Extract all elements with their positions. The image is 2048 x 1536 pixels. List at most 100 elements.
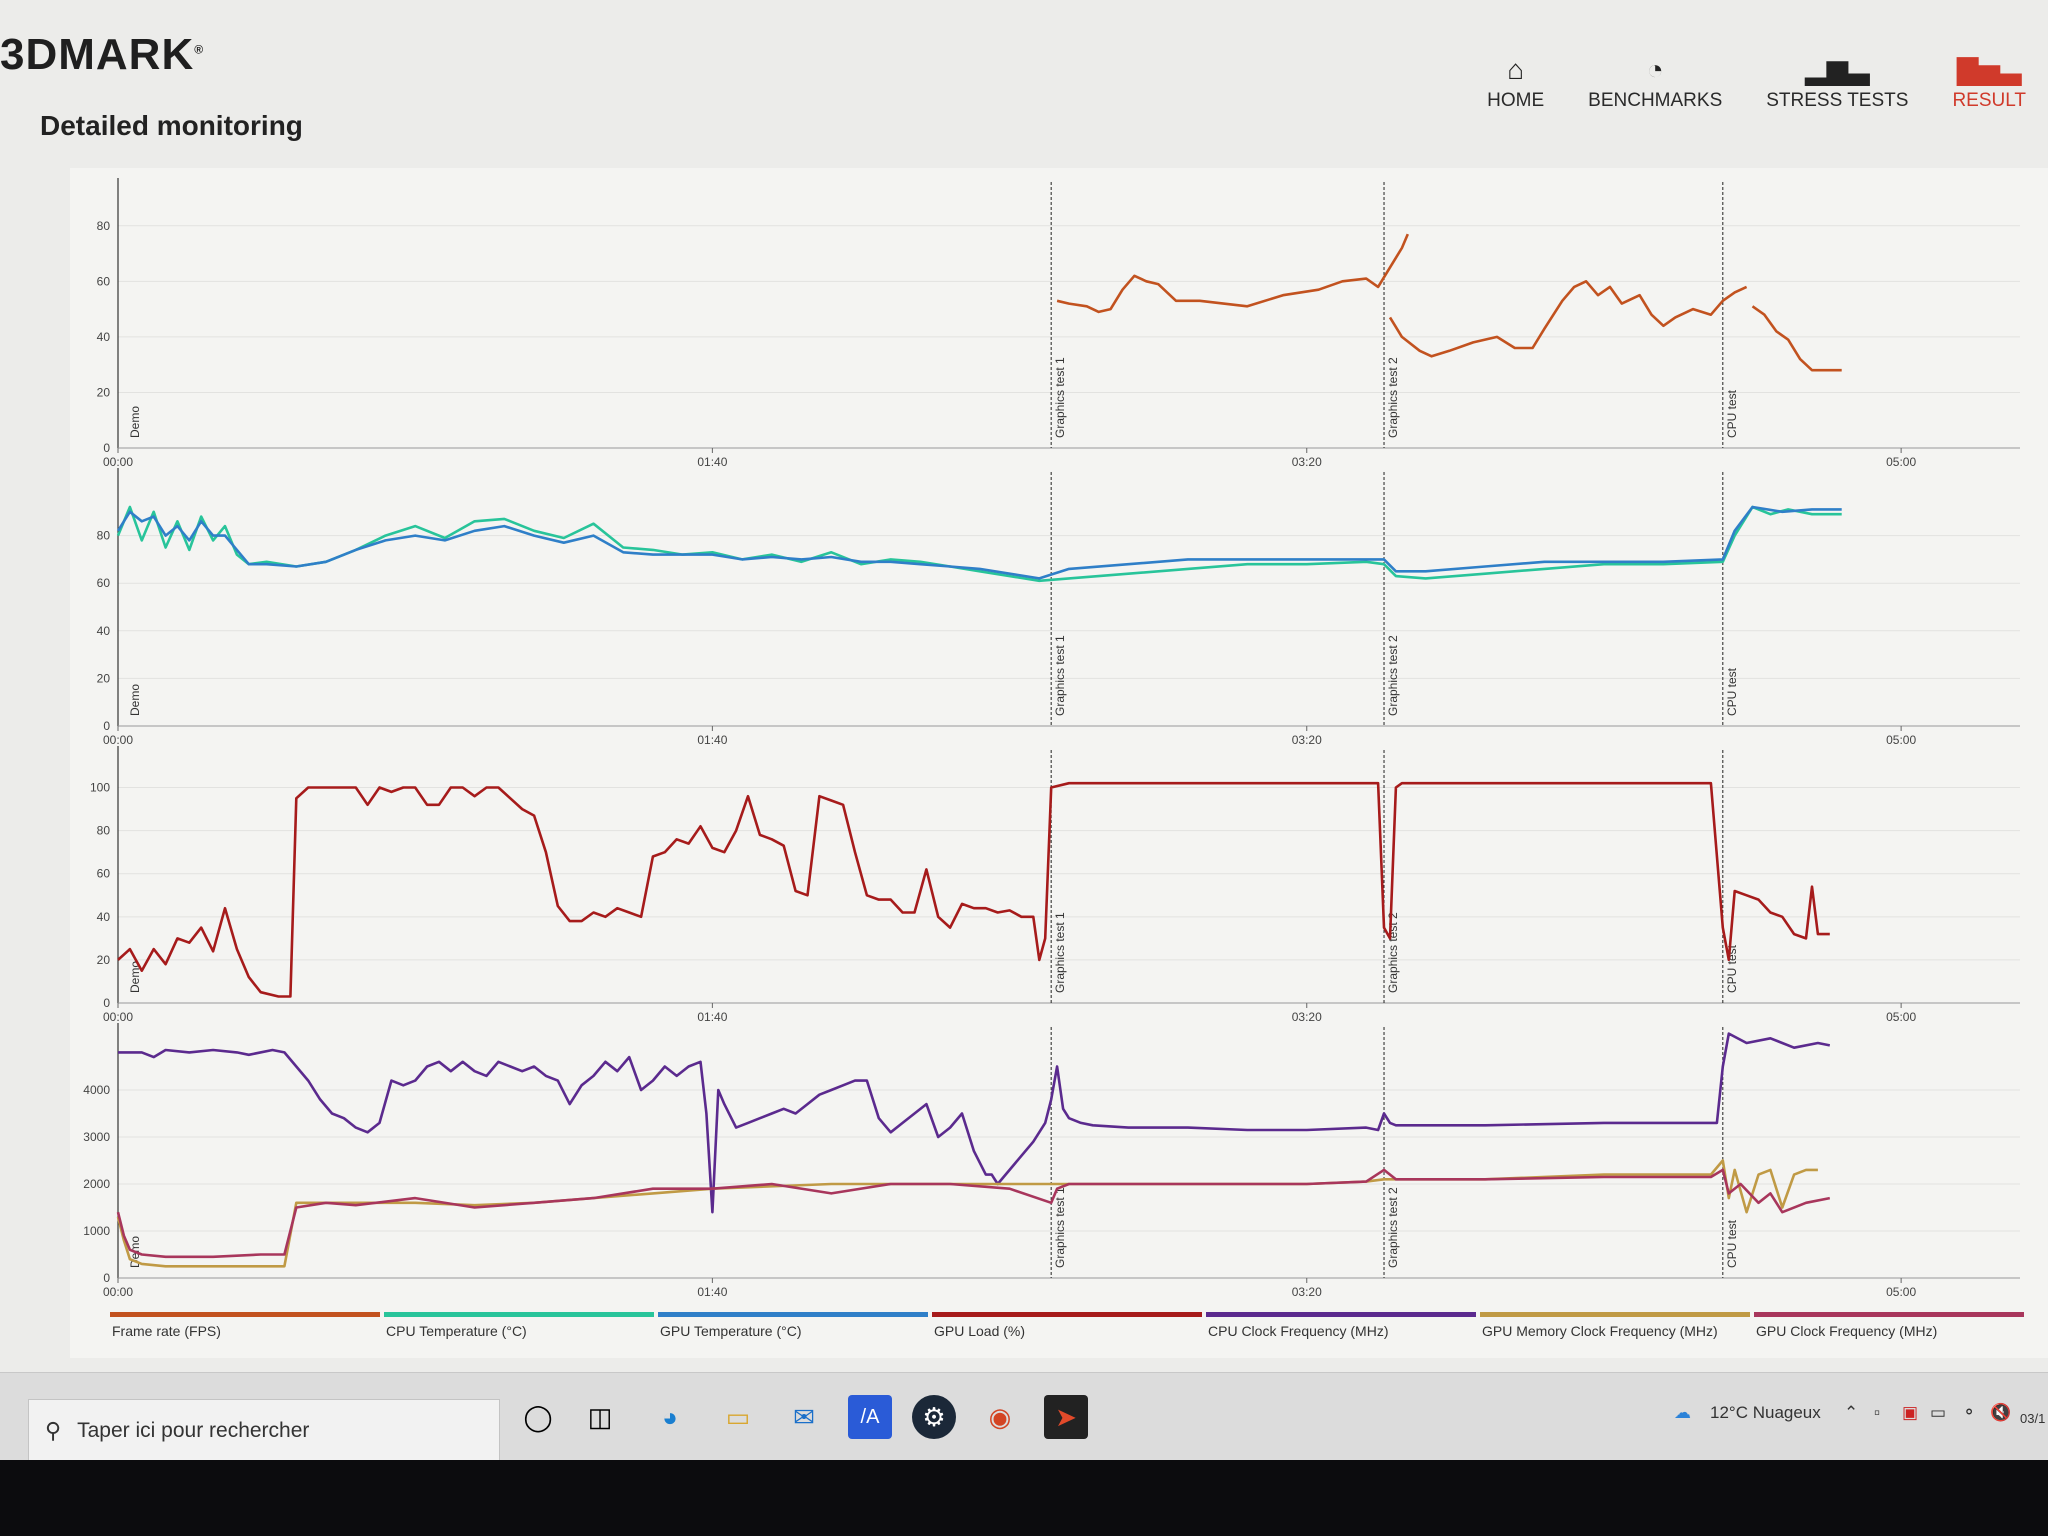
frame_rate-series-line — [1056, 233, 1409, 314]
main-nav: ⌂ HOME ◔ BENCHMARKS ▂▆▃ STRESS TESTS ▇▅▃… — [1465, 50, 2048, 112]
bar-chart-icon: ▂▆▃ — [1805, 54, 1870, 85]
gpu_temp-series-line — [116, 505, 1842, 580]
frame_rate-series-line — [1388, 280, 1748, 358]
taskbar-search[interactable]: ⚲ — [28, 1399, 500, 1460]
legend-swatch — [110, 1312, 380, 1317]
test-marker-label: CPU test — [1725, 389, 1739, 438]
y-tick-label: 40 — [97, 624, 111, 638]
tray-alert-icon[interactable]: ▣ — [1902, 1403, 1919, 1422]
results-icon: ▇▅▃ — [1956, 54, 2022, 85]
frame_rate-series-line — [1751, 305, 1842, 372]
3dmark-icon[interactable]: ➤ — [1044, 1395, 1088, 1439]
cortana-icon[interactable]: ◯ — [523, 1401, 553, 1432]
screen: 3DMARK® ⌂ HOME ◔ BENCHMARKS ▂▆▃ STRESS T… — [0, 0, 2048, 1460]
test-marker-label: Graphics test 2 — [1386, 635, 1400, 716]
y-tick-label: 40 — [97, 330, 111, 344]
x-tick-label: 01:40 — [697, 455, 727, 469]
task-view-icon[interactable]: ◫ — [587, 1401, 613, 1432]
nav-benchmarks-label: BENCHMARKS — [1588, 90, 1723, 111]
x-tick-label: 03:20 — [1292, 1010, 1322, 1024]
x-tick-label: 05:00 — [1886, 1010, 1916, 1024]
y-tick-label: 20 — [97, 385, 111, 399]
test-marker-label: Demo — [128, 406, 142, 438]
legend-swatch — [1754, 1312, 2024, 1317]
x-tick-label: 01:40 — [697, 1010, 727, 1024]
x-tick-label: 01:40 — [697, 733, 727, 747]
media-player-icon[interactable]: ◉ — [988, 1401, 1012, 1432]
y-tick-label: 0 — [103, 441, 110, 455]
tray-app-icon[interactable]: ▫ — [1874, 1403, 1881, 1422]
test-marker-label: Graphics test 1 — [1053, 635, 1067, 716]
legend-label: CPU Temperature (°C) — [386, 1323, 527, 1339]
mail-icon[interactable]: ✉ — [793, 1401, 815, 1432]
y-tick-label: 80 — [97, 219, 111, 233]
y-tick-label: 3000 — [83, 1130, 110, 1144]
test-marker-label: Graphics test 1 — [1053, 357, 1067, 438]
test-marker-label: Demo — [128, 684, 142, 716]
msi-afterburner-icon[interactable]: /A — [848, 1395, 892, 1439]
home-icon: ⌂ — [1507, 54, 1525, 85]
y-tick-label: 80 — [97, 529, 111, 543]
x-tick-label: 00:00 — [103, 1010, 133, 1024]
weather-status[interactable]: 12°C Nuageux — [1710, 1403, 1821, 1422]
legend-swatch — [384, 1312, 654, 1317]
nav-benchmarks[interactable]: ◔ BENCHMARKS — [1588, 50, 1722, 112]
battery-icon[interactable]: ▭ — [1930, 1403, 1947, 1422]
legend-label: GPU Load (%) — [934, 1323, 1025, 1339]
chevron-up-icon[interactable]: ⌃ — [1844, 1403, 1859, 1422]
gpu_clock-series-line — [116, 1168, 1831, 1259]
search-input[interactable] — [75, 1418, 460, 1444]
nav-result-label: RESULT — [1952, 90, 2026, 111]
y-tick-label: 4000 — [83, 1083, 110, 1097]
y-tick-label: 20 — [97, 953, 111, 967]
wifi-icon[interactable]: ⚬ — [1962, 1403, 1977, 1422]
gpu_mem_clock-series-line — [116, 1159, 1818, 1268]
legend-swatch — [1480, 1312, 1750, 1317]
taskbar: ⚲ ◯ ◫ ◕ ▭ ✉ /A ⚙ ◉ ➤ ☁ 12°C Nuageux ⌃ ▫ … — [0, 1372, 2048, 1460]
test-marker-label: CPU test — [1725, 667, 1739, 716]
y-tick-label: 60 — [97, 867, 111, 881]
logo-text: 3DMARK — [0, 30, 195, 79]
legend-label: GPU Memory Clock Frequency (MHz) — [1482, 1323, 1718, 1339]
x-tick-label: 00:00 — [103, 733, 133, 747]
test-marker-label: Demo — [128, 961, 142, 993]
legend-swatch — [932, 1312, 1202, 1317]
steam-icon[interactable]: ⚙ — [912, 1395, 956, 1439]
speedometer-icon: ◔ — [1646, 54, 1664, 85]
logo-registered-mark: ® — [194, 42, 205, 57]
edge-icon[interactable]: ◕ — [662, 1401, 678, 1432]
x-tick-label: 03:20 — [1292, 733, 1322, 747]
x-tick-label: 03:20 — [1292, 455, 1322, 469]
y-tick-label: 0 — [103, 719, 110, 733]
y-tick-label: 20 — [97, 671, 111, 685]
file-explorer-icon[interactable]: ▭ — [725, 1401, 751, 1432]
nav-home[interactable]: ⌂ HOME — [1487, 50, 1544, 112]
test-marker-label: CPU test — [1725, 1219, 1739, 1268]
nav-result[interactable]: ▇▅▃ RESULT — [1952, 50, 2026, 112]
y-tick-label: 1000 — [83, 1224, 110, 1238]
monitor-bezel — [0, 1460, 2048, 1536]
clock-date[interactable]: 03/1 — [2020, 1411, 2046, 1426]
legend-label: CPU Clock Frequency (MHz) — [1208, 1323, 1388, 1339]
y-tick-label: 60 — [97, 576, 111, 590]
monitoring-panel: 0 20 40 60 80 00:00 01:40 03:20 05:00 Frame rate … — [70, 168, 2048, 1358]
x-tick-label: 00:00 — [103, 455, 133, 469]
legend-label: GPU Temperature (°C) — [660, 1323, 802, 1339]
legend-label: Frame rate (FPS) — [112, 1323, 221, 1339]
y-tick-label: 0 — [103, 1271, 110, 1285]
nav-stress-tests[interactable]: ▂▆▃ STRESS TESTS — [1766, 50, 1908, 112]
app-logo[interactable]: 3DMARK® — [0, 30, 204, 80]
y-tick-label: 2000 — [83, 1177, 110, 1191]
test-marker-label: Graphics test 2 — [1386, 912, 1400, 993]
search-icon: ⚲ — [45, 1418, 62, 1443]
y-tick-label: 80 — [97, 824, 111, 838]
x-tick-label: 01:40 — [697, 1285, 727, 1299]
x-tick-label: 00:00 — [103, 1285, 133, 1299]
test-marker-label: Graphics test 1 — [1053, 912, 1067, 993]
x-tick-label: 05:00 — [1886, 733, 1916, 747]
test-marker-label: Graphics test 1 — [1053, 1187, 1067, 1268]
test-marker-label: Graphics test 2 — [1386, 1187, 1400, 1268]
y-tick-label: 60 — [97, 274, 111, 288]
speaker-muted-icon[interactable]: 🔇 — [1990, 1403, 2012, 1422]
weather-icon: ☁ — [1674, 1403, 1691, 1422]
